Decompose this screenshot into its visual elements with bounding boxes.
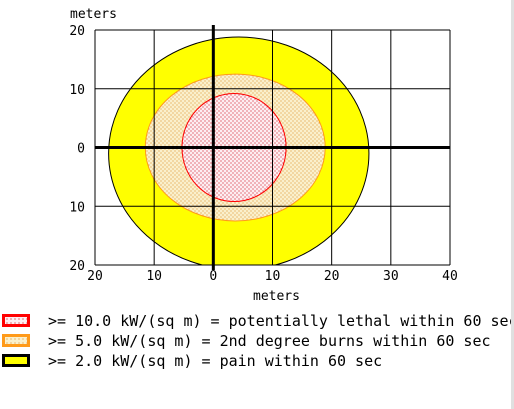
x-tick-label: 20 (87, 269, 103, 284)
y-tick-label: 10 (69, 83, 85, 98)
y-axis-label: meters (70, 7, 117, 22)
x-tick-label: 20 (324, 269, 340, 284)
y-tick-label: 20 (69, 24, 85, 39)
y-tick-label: 0 (77, 142, 85, 157)
legend-label-lethal: >= 10.0 kW/(sq m) = potentially lethal w… (48, 312, 514, 330)
window-edge (511, 0, 514, 409)
x-tick-label: 30 (383, 269, 399, 284)
x-tick-label: 10 (146, 269, 162, 284)
legend-item-pain: >= 2.0 kW/(sq m) = pain within 60 sec (0, 352, 514, 372)
threat-zone-chart: 20 10 0 10 20 30 40 20 10 0 10 20 meters meters (69, 7, 458, 304)
x-tick-label: 10 (265, 269, 281, 284)
x-tick-label: 40 (442, 269, 458, 284)
legend-item-burns: >= 5.0 kW/(sq m) = 2nd degree burns with… (0, 332, 514, 352)
legend-swatch-pain (2, 354, 30, 367)
legend-swatch-burns (2, 334, 30, 347)
legend-label-pain: >= 2.0 kW/(sq m) = pain within 60 sec (48, 352, 383, 370)
legend-item-lethal: >= 10.0 kW/(sq m) = potentially lethal w… (0, 312, 514, 332)
x-tick-label: 0 (209, 269, 217, 284)
legend-swatch-lethal (2, 314, 30, 327)
legend-label-burns: >= 5.0 kW/(sq m) = 2nd degree burns with… (48, 332, 491, 350)
y-tick-label: 20 (69, 259, 85, 274)
legend: >= 10.0 kW/(sq m) = potentially lethal w… (0, 310, 514, 409)
y-tick-label: 10 (69, 200, 85, 215)
x-axis-label: meters (253, 289, 300, 304)
